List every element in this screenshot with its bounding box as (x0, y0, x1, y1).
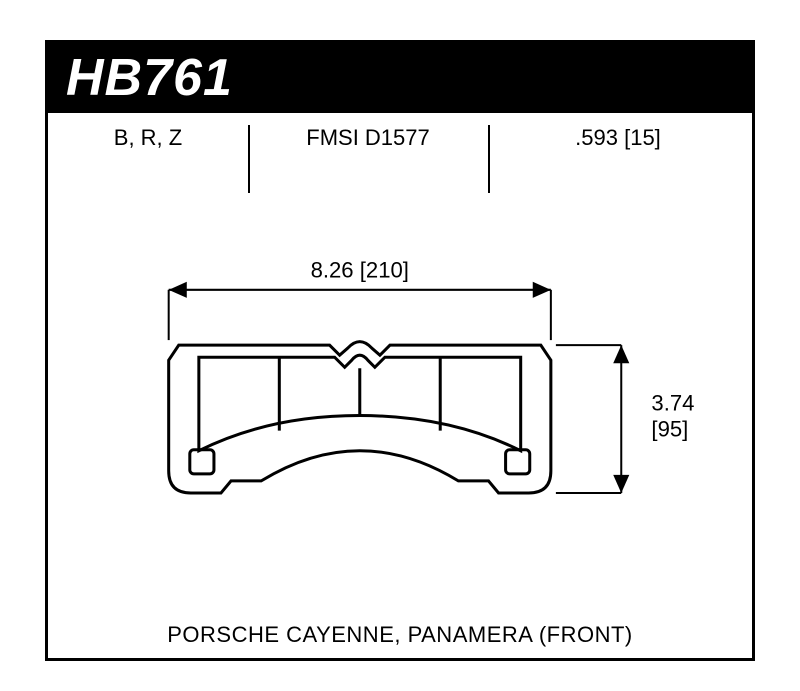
width-dimension: 8.26 [210] (169, 258, 551, 340)
height-dimension: 3.74 [95] (556, 345, 701, 493)
brake-pad-shape (169, 342, 551, 493)
spec-fmsi: FMSI D1577 (248, 113, 488, 193)
width-inches: 8.26 (311, 258, 354, 283)
height-inches: 3.74 (651, 391, 694, 416)
spec-row: B, R, Z FMSI D1577 .593 [15] (48, 113, 752, 193)
spec-compounds: B, R, Z (48, 113, 248, 193)
svg-text:8.26: 8.26 [210] (311, 258, 409, 283)
part-number: HB761 (48, 43, 752, 113)
spec-thickness: .593 [15] (488, 113, 748, 193)
height-mm: [95] (651, 417, 688, 442)
width-mm: [210] (360, 258, 409, 283)
brake-pad-diagram: 8.26 [210] (48, 213, 752, 608)
fitment-caption: PORSCHE CAYENNE, PANAMERA (FRONT) (48, 622, 752, 648)
header-bar: HB761 (48, 43, 752, 113)
svg-text:3.74 [95]: 3.74 [95] (651, 391, 700, 442)
spec-frame: HB761 B, R, Z FMSI D1577 .593 [15] 8.26 (45, 40, 755, 661)
